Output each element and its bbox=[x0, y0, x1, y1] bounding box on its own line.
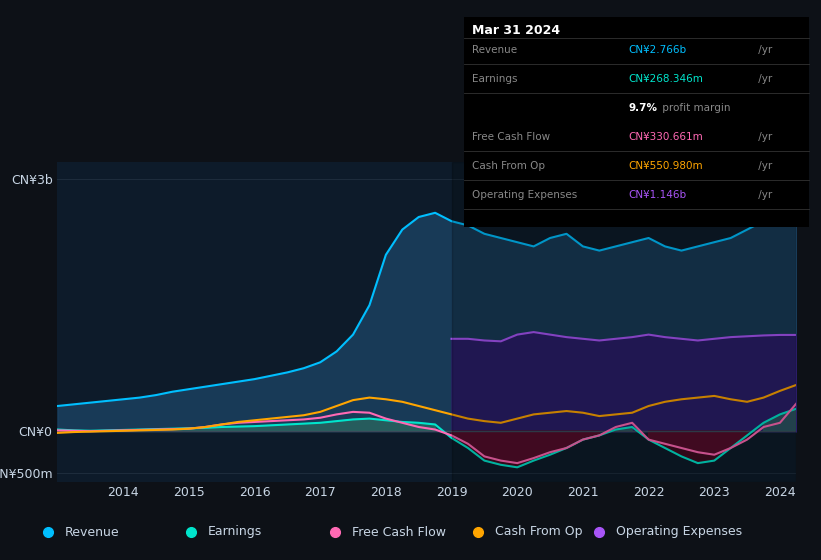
Text: /yr: /yr bbox=[755, 45, 773, 55]
Text: CN¥1.146b: CN¥1.146b bbox=[628, 190, 686, 200]
Text: Cash From Op: Cash From Op bbox=[472, 161, 545, 171]
Text: Earnings: Earnings bbox=[208, 525, 263, 539]
Text: /yr: /yr bbox=[755, 190, 773, 200]
Text: CN¥550.980m: CN¥550.980m bbox=[628, 161, 703, 171]
Text: profit margin: profit margin bbox=[659, 103, 731, 113]
Text: Operating Expenses: Operating Expenses bbox=[616, 525, 742, 539]
Text: 9.7%: 9.7% bbox=[628, 103, 657, 113]
Text: CN¥268.346m: CN¥268.346m bbox=[628, 74, 703, 84]
Text: Revenue: Revenue bbox=[65, 525, 119, 539]
Text: Earnings: Earnings bbox=[472, 74, 517, 84]
Text: Free Cash Flow: Free Cash Flow bbox=[351, 525, 446, 539]
Text: Cash From Op: Cash From Op bbox=[495, 525, 583, 539]
Text: CN¥2.766b: CN¥2.766b bbox=[628, 45, 686, 55]
Text: Revenue: Revenue bbox=[472, 45, 517, 55]
Bar bbox=[452, 162, 796, 482]
Text: CN¥330.661m: CN¥330.661m bbox=[628, 132, 703, 142]
Text: Free Cash Flow: Free Cash Flow bbox=[472, 132, 550, 142]
Text: Operating Expenses: Operating Expenses bbox=[472, 190, 577, 200]
Text: /yr: /yr bbox=[755, 132, 773, 142]
Text: /yr: /yr bbox=[755, 74, 773, 84]
Text: Mar 31 2024: Mar 31 2024 bbox=[472, 24, 560, 36]
Text: /yr: /yr bbox=[755, 161, 773, 171]
